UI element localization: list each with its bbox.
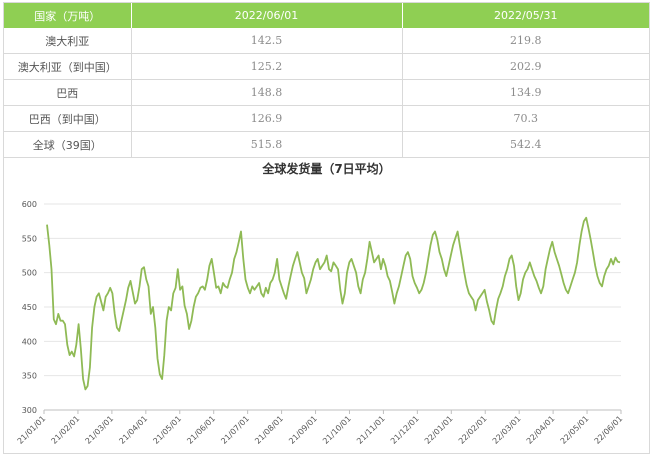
y-tick-label: 300 bbox=[22, 406, 37, 415]
table-row: 巴西 148.8 134.9 bbox=[4, 79, 649, 106]
x-tick-label: 21/11/01 bbox=[355, 414, 387, 446]
row-value-may31: 542.4 bbox=[402, 131, 649, 158]
row-value-may31: 219.8 bbox=[402, 28, 649, 54]
table-row: 澳大利亚 142.5 219.8 bbox=[4, 28, 649, 54]
x-tick-label: 21/09/01 bbox=[287, 414, 319, 446]
x-tick-label: 21/08/01 bbox=[253, 414, 285, 446]
row-value-jun01: 515.8 bbox=[131, 131, 403, 158]
table-row: 巴西（到中国） 126.9 70.3 bbox=[4, 105, 649, 132]
x-tick-label: 21/10/01 bbox=[321, 414, 353, 446]
row-country: 全球（39国） bbox=[4, 131, 132, 158]
x-tick-label: 21/03/01 bbox=[84, 414, 116, 446]
x-tick-label: 22/06/01 bbox=[593, 414, 625, 446]
x-tick-label: 21/12/01 bbox=[389, 414, 421, 446]
row-value-may31: 202.9 bbox=[402, 53, 649, 80]
x-tick-label: 21/02/01 bbox=[50, 414, 82, 446]
x-tick-label: 21/05/01 bbox=[151, 414, 183, 446]
table-row: 全球（39国） 515.8 542.4 bbox=[4, 131, 649, 158]
header-country: 国家（万吨） bbox=[4, 3, 132, 28]
x-tick-label: 21/06/01 bbox=[185, 414, 217, 446]
table-header-row: 国家（万吨） 2022/06/01 2022/05/31 bbox=[4, 3, 649, 28]
grid-layer bbox=[44, 203, 621, 411]
x-tick-label: 21/07/01 bbox=[219, 414, 251, 446]
x-tick-label: 22/03/01 bbox=[491, 414, 523, 446]
x-tick-label: 22/04/01 bbox=[525, 414, 557, 446]
row-country: 澳大利亚（到中国） bbox=[4, 53, 132, 80]
chart-title: 全球发货量（7日平均） bbox=[262, 162, 391, 176]
y-tick-label: 500 bbox=[22, 269, 37, 278]
row-value-may31: 70.3 bbox=[402, 105, 649, 132]
report-panel: 国家（万吨） 2022/06/01 2022/05/31 澳大利亚 142.5 … bbox=[3, 2, 650, 454]
row-value-jun01: 142.5 bbox=[131, 28, 403, 54]
y-tick-label: 600 bbox=[22, 200, 37, 209]
table-row: 澳大利亚（到中国） 125.2 202.9 bbox=[4, 53, 649, 80]
y-tick-label: 450 bbox=[22, 303, 37, 312]
row-value-jun01: 126.9 bbox=[131, 105, 403, 132]
y-tick-label: 550 bbox=[22, 234, 37, 243]
y-tick-label: 400 bbox=[22, 337, 37, 346]
x-tick-label: 21/01/01 bbox=[16, 414, 48, 446]
y-tick-label: 350 bbox=[22, 372, 37, 381]
row-country: 巴西 bbox=[4, 79, 132, 106]
row-country: 巴西（到中国） bbox=[4, 105, 132, 132]
x-axis: 21/01/01 21/02/01 21/03/01 21/04/01 21/05/01… bbox=[16, 410, 625, 446]
header-date-2: 2022/05/31 bbox=[402, 3, 649, 28]
shipment-table: 国家（万吨） 2022/06/01 2022/05/31 澳大利亚 142.5 … bbox=[4, 3, 649, 158]
x-tick-label: 21/04/01 bbox=[117, 414, 149, 446]
y-axis: 300 350 400 450 500 550 600 bbox=[22, 200, 37, 415]
header-date-1: 2022/06/01 bbox=[131, 3, 403, 28]
x-tick-label: 22/05/01 bbox=[559, 414, 591, 446]
row-value-jun01: 148.8 bbox=[131, 79, 403, 106]
row-country: 澳大利亚 bbox=[4, 28, 132, 54]
x-tick-label: 22/02/01 bbox=[457, 414, 489, 446]
row-value-jun01: 125.2 bbox=[131, 53, 403, 80]
x-tick-label: 22/01/01 bbox=[423, 414, 455, 446]
row-value-may31: 134.9 bbox=[402, 79, 649, 106]
series-line-global-shipments bbox=[46, 216, 621, 391]
